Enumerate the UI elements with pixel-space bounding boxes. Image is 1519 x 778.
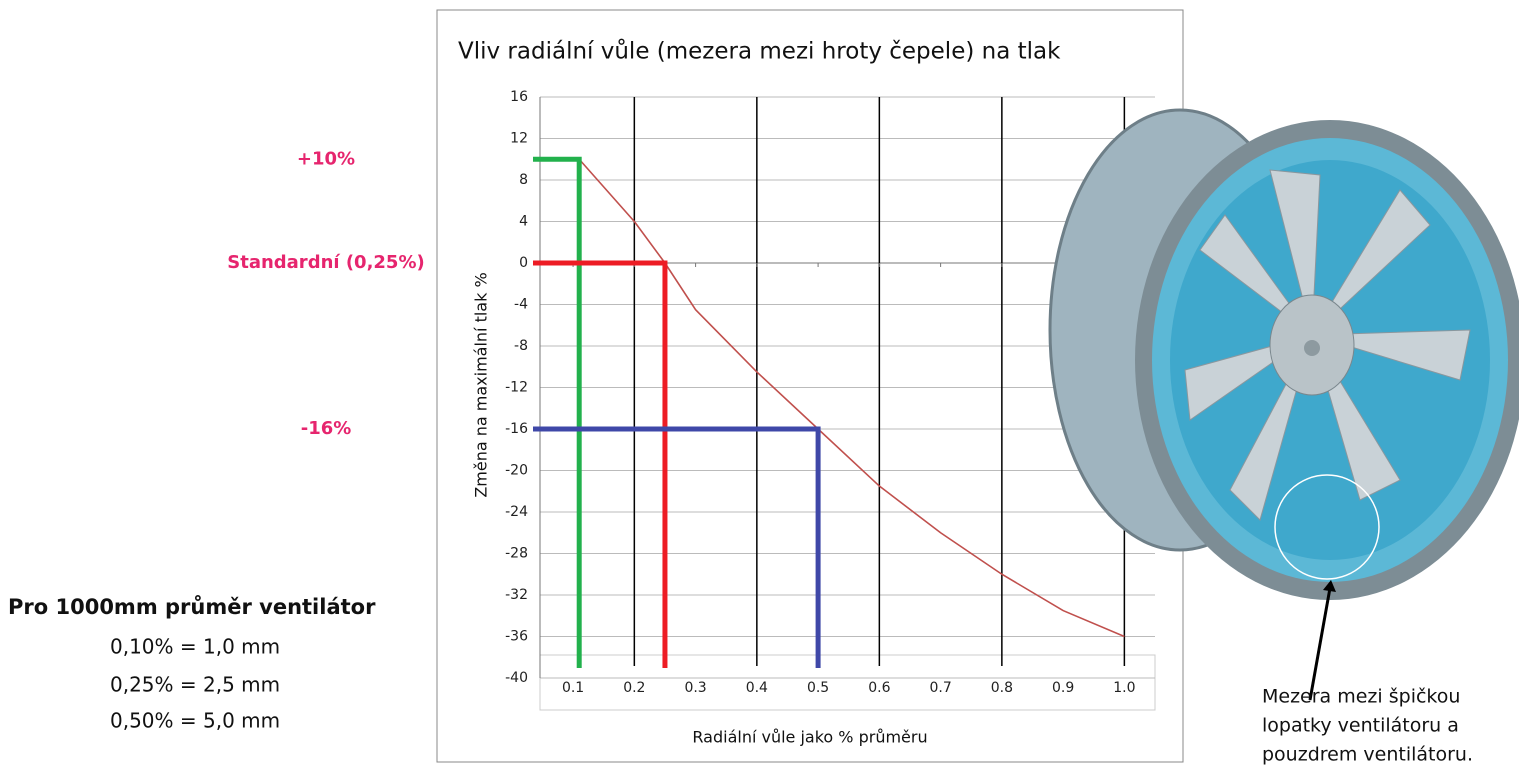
y-tick-label: 16 <box>510 89 528 105</box>
caption-line: Mezera mezi špičkou <box>1262 686 1460 708</box>
x-tick-label: 0.5 <box>807 680 829 696</box>
y-tick-label: 12 <box>510 131 528 147</box>
x-tick-label: 1.0 <box>1113 680 1135 696</box>
reference-line <box>533 260 668 668</box>
x-axis-box <box>539 654 1156 711</box>
y-tick-label: 0 <box>519 255 528 271</box>
y-tick-label: -40 <box>505 670 528 686</box>
caption-line: pouzdrem ventilátoru. <box>1262 744 1473 766</box>
chart-title: Vliv radiální vůle (mezera mezi hroty če… <box>458 38 1061 65</box>
note-line: 0,25% = 2,5 mm <box>110 673 280 697</box>
reference-label: -16% <box>301 418 352 439</box>
x-tick-label: 0.7 <box>929 680 951 696</box>
x-axis-label: Radiální vůle jako % průměru <box>692 728 927 747</box>
y-tick-label: -12 <box>505 380 528 396</box>
x-tick-label: 0.8 <box>991 680 1013 696</box>
caption-line: lopatky ventilátoru a <box>1262 715 1459 737</box>
x-tick-label: 0.3 <box>684 680 706 696</box>
y-tick-label: -16 <box>505 421 528 437</box>
x-tick-label: 0.6 <box>868 680 890 696</box>
fan-illustration <box>1048 108 1519 701</box>
y-tick-label: -32 <box>505 587 528 603</box>
reference-line <box>533 426 821 668</box>
x-tick-label: 0.4 <box>746 680 768 696</box>
y-tick-label: -24 <box>505 504 528 520</box>
note-line: 0,50% = 5,0 mm <box>110 709 280 733</box>
y-tick-label: -20 <box>505 463 528 479</box>
y-tick-label: -28 <box>505 546 528 562</box>
y-tick-label: -36 <box>505 629 528 645</box>
note-heading: Pro 1000mm průměr ventilátor <box>8 595 376 619</box>
note-line: 0,10% = 1,0 mm <box>110 635 280 659</box>
reference-line <box>533 156 582 668</box>
x-tick-label: 0.9 <box>1052 680 1074 696</box>
x-tick-label: 0.1 <box>562 680 584 696</box>
y-tick-label: 8 <box>519 172 528 188</box>
y-axis-label: Změna na maximální tlak % <box>472 272 491 497</box>
reference-label: Standardní (0,25%) <box>227 252 424 273</box>
y-tick-label: 4 <box>519 214 528 230</box>
reference-label: +10% <box>297 148 355 169</box>
y-tick-label: -8 <box>514 338 528 354</box>
x-tick-label: 0.2 <box>623 680 645 696</box>
y-tick-label: -4 <box>514 297 528 313</box>
